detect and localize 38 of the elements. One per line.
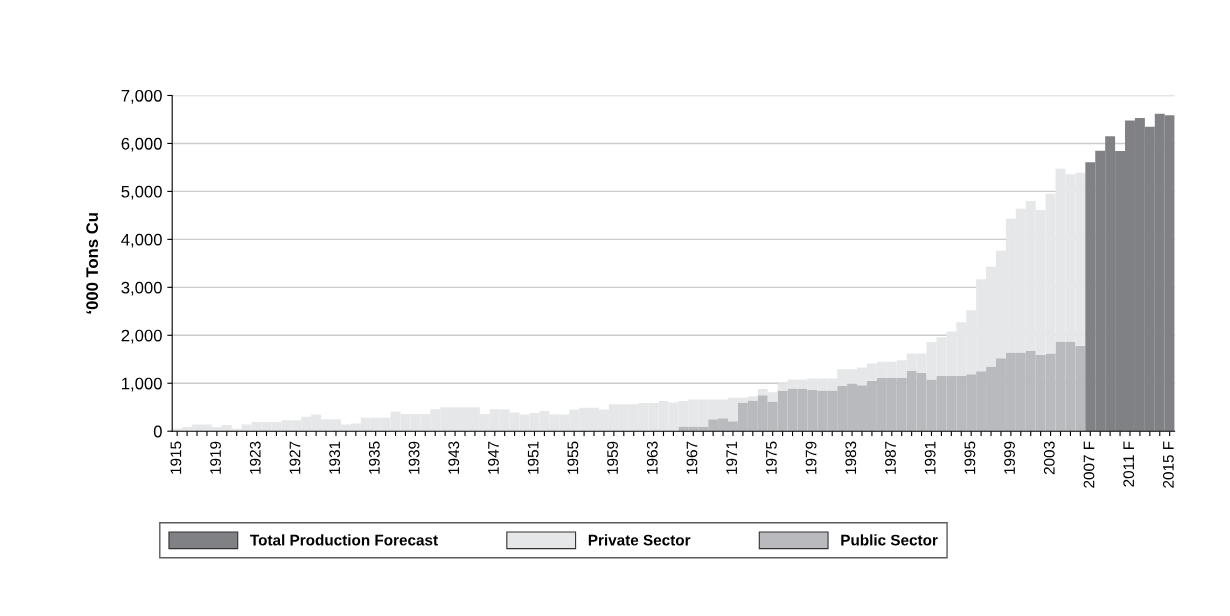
x-tick-label: 1995: [964, 441, 976, 474]
x-tick-label: 1979: [805, 441, 817, 474]
x-tick-label: 1951: [527, 441, 539, 474]
x-tick-label: 1975: [765, 441, 777, 474]
x-tick-label: 2011 F: [1123, 441, 1135, 487]
x-tick-label: 1931: [329, 441, 341, 474]
y-tick-label: 4,000: [121, 233, 162, 248]
legend-label: Total Production Forecast: [250, 534, 438, 546]
x-tick-label: 2003: [1043, 441, 1055, 475]
x-tick-label: 1991: [924, 441, 936, 474]
x-tick-label: 2007 F: [1083, 441, 1095, 488]
x-tick-label: 1955: [567, 441, 579, 474]
x-tick-label: 1943: [448, 441, 460, 474]
y-tick-label: 3,000: [121, 281, 162, 296]
x-tick-label: 1919: [210, 441, 221, 474]
x-tick-label: 1963: [646, 441, 658, 474]
x-tick-label: 1967: [686, 441, 698, 474]
x-tick-label: 2015 F: [1162, 441, 1174, 488]
y-tick-label: 6,000: [121, 137, 162, 152]
x-tick-label: 1935: [368, 441, 380, 474]
x-tick-label: 1923: [249, 441, 261, 474]
y-tick-label: 1,000: [122, 377, 162, 392]
y-tick-label: 0: [153, 425, 162, 438]
x-tick-label: 1971: [726, 441, 738, 474]
x-tick-label: 1927: [289, 441, 301, 474]
x-tick-label: 1983: [845, 441, 857, 474]
legend-label: Private Sector: [588, 534, 691, 546]
x-tick-label: 1999: [1004, 441, 1015, 474]
x-tick-label: 1915: [170, 441, 182, 474]
x-tick-label: 1947: [488, 441, 499, 474]
x-tick-label: 1939: [408, 441, 420, 474]
x-tick-label: 1959: [607, 441, 618, 474]
y-tick-label: 5,000: [121, 185, 162, 200]
y-tick-label: 2,000: [121, 329, 162, 344]
legend-label: Public Sector: [841, 534, 938, 546]
y-axis-title: ‘000 Tons Cu: [86, 213, 99, 314]
x-tick-label: 1987: [885, 441, 896, 474]
y-tick-label: 7,000: [121, 89, 162, 104]
